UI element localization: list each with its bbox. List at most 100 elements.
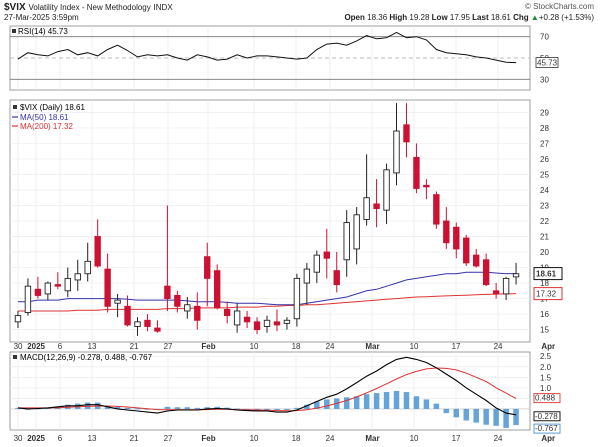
- macd-histogram-bar: [184, 407, 191, 409]
- price-tick-label: 25: [540, 170, 549, 179]
- candle-up: [74, 273, 81, 281]
- price-legend-swatch: [13, 105, 17, 109]
- x-tick-label-top: Apr: [541, 342, 555, 351]
- x-tick-label-bottom: Mar: [365, 434, 379, 443]
- macd-value-tag: [533, 423, 561, 434]
- high-label: High: [389, 13, 408, 22]
- macd-histogram-bar: [493, 408, 499, 426]
- x-tick-label-bottom: 2025: [27, 434, 45, 443]
- price-tick-label: 15: [540, 326, 549, 335]
- candle-up: [343, 222, 350, 261]
- ma200-value-label: 17.32: [536, 290, 557, 299]
- x-tick-label-top: 17: [452, 342, 461, 351]
- x-tick-label-bottom: 24: [494, 434, 503, 443]
- candle-down: [492, 290, 500, 295]
- macd-histogram-bar: [254, 408, 260, 410]
- x-tick-label-bottom: Apr: [541, 434, 555, 443]
- x-tick-label-bottom: 24: [326, 434, 335, 443]
- low-value: 17.95: [449, 13, 470, 22]
- macd-histogram-bar: [124, 407, 131, 409]
- macd-histogram-bar: [403, 392, 410, 409]
- x-tick-label-top: Mar: [365, 342, 379, 351]
- candle-down: [482, 259, 490, 286]
- x-tick-label-top: 24: [494, 342, 503, 351]
- x-tick-label-top: 21: [130, 342, 139, 351]
- x-tick-label-bottom: 13: [88, 434, 97, 443]
- candle-down: [54, 284, 62, 287]
- x-tick-label-top: 10: [250, 342, 259, 351]
- up-arrow-icon: ▲: [530, 13, 539, 22]
- last-price-tag: [533, 267, 563, 281]
- candle-up: [363, 197, 370, 220]
- candle-down: [174, 295, 181, 307]
- price-panel: 292827262524232221201918171615$VIX (Dail…: [9, 99, 563, 343]
- candle-up: [14, 315, 22, 323]
- candle-up: [502, 277, 510, 295]
- brand-logo: © StockCharts.com: [524, 2, 594, 11]
- x-tick-label-bottom: 18: [292, 434, 301, 443]
- macd-tick-label: 2.5: [540, 352, 552, 361]
- macd-legend-swatch: [13, 355, 17, 359]
- macd-histogram-bar: [423, 399, 430, 409]
- candle-down: [243, 316, 251, 323]
- macd-histogram-bar: [483, 408, 489, 425]
- candle-down: [144, 319, 151, 327]
- rsi-panel: RSI(14) 45.7370503045.73: [9, 25, 559, 91]
- macd-histogram-bar: [314, 401, 320, 409]
- x-tick-label-top: 18: [292, 342, 301, 351]
- rsi-title: RSI(14) 45.73: [18, 27, 68, 36]
- candle-down: [164, 285, 171, 300]
- rsi-line: [17, 31, 517, 64]
- macd-value-tag: [533, 393, 561, 404]
- candle-down: [403, 124, 410, 143]
- candle-down: [94, 236, 101, 267]
- candle-up: [44, 282, 52, 295]
- last-price-label: 18.61: [536, 270, 557, 279]
- ma200-line: [18, 293, 517, 312]
- macd-histogram-bar: [224, 407, 230, 409]
- macd-histogram-bar: [473, 408, 479, 423]
- ma200-value-tag: [533, 287, 563, 301]
- x-tick-label-top: 10: [410, 342, 419, 351]
- open-value: 18.36: [367, 13, 388, 22]
- exchange: INDX: [153, 3, 173, 12]
- candle-down: [413, 156, 420, 189]
- macd-histogram-bar: [353, 396, 360, 409]
- macd-histogram-bar: [264, 408, 270, 410]
- candle-up: [353, 214, 360, 250]
- rsi-value-tag: [535, 57, 559, 68]
- x-tick-label-top: 24: [326, 342, 335, 351]
- candle-down: [194, 305, 201, 321]
- macd-histogram-bar: [84, 402, 91, 409]
- macd-line: [17, 356, 517, 416]
- candle-up: [114, 299, 121, 304]
- macd-histogram-bar: [204, 407, 210, 409]
- macd-histogram-bar: [463, 408, 469, 421]
- macd-title: MACD(12,26,9) -0.278, 0.488, -0.767: [20, 353, 153, 362]
- x-tick-label-top: 27: [164, 342, 173, 351]
- price-tick-label: 26: [540, 155, 549, 164]
- x-tick-label-bottom: 10: [410, 434, 419, 443]
- macd-value-label: -0.767: [535, 424, 558, 433]
- price-tick-label: 28: [540, 124, 549, 133]
- price-tick-label: 21: [540, 233, 549, 242]
- x-tick-label-top: 13: [88, 342, 97, 351]
- macd-histogram-bar: [164, 406, 171, 409]
- symbol: $VIX: [4, 2, 26, 13]
- macd-histogram-bar: [433, 403, 440, 409]
- macd-tick-label: 1.0: [540, 384, 552, 393]
- macd-histogram-bar: [503, 408, 509, 428]
- candle-down: [154, 327, 161, 332]
- price-tick-label: 22: [540, 217, 549, 226]
- candle-down: [473, 254, 480, 267]
- macd-tick-label: 2.0: [540, 363, 552, 372]
- index-name: Volatility Index - New Methodology: [28, 3, 151, 12]
- x-tick-label-bottom: 30: [14, 434, 23, 443]
- candle-down: [423, 184, 430, 188]
- rsi-tick-label: 70: [540, 33, 549, 42]
- price-tick-label: 27: [540, 139, 549, 148]
- x-tick-label-bottom: 27: [164, 434, 173, 443]
- candle-up: [283, 319, 291, 324]
- candle-down: [34, 288, 42, 296]
